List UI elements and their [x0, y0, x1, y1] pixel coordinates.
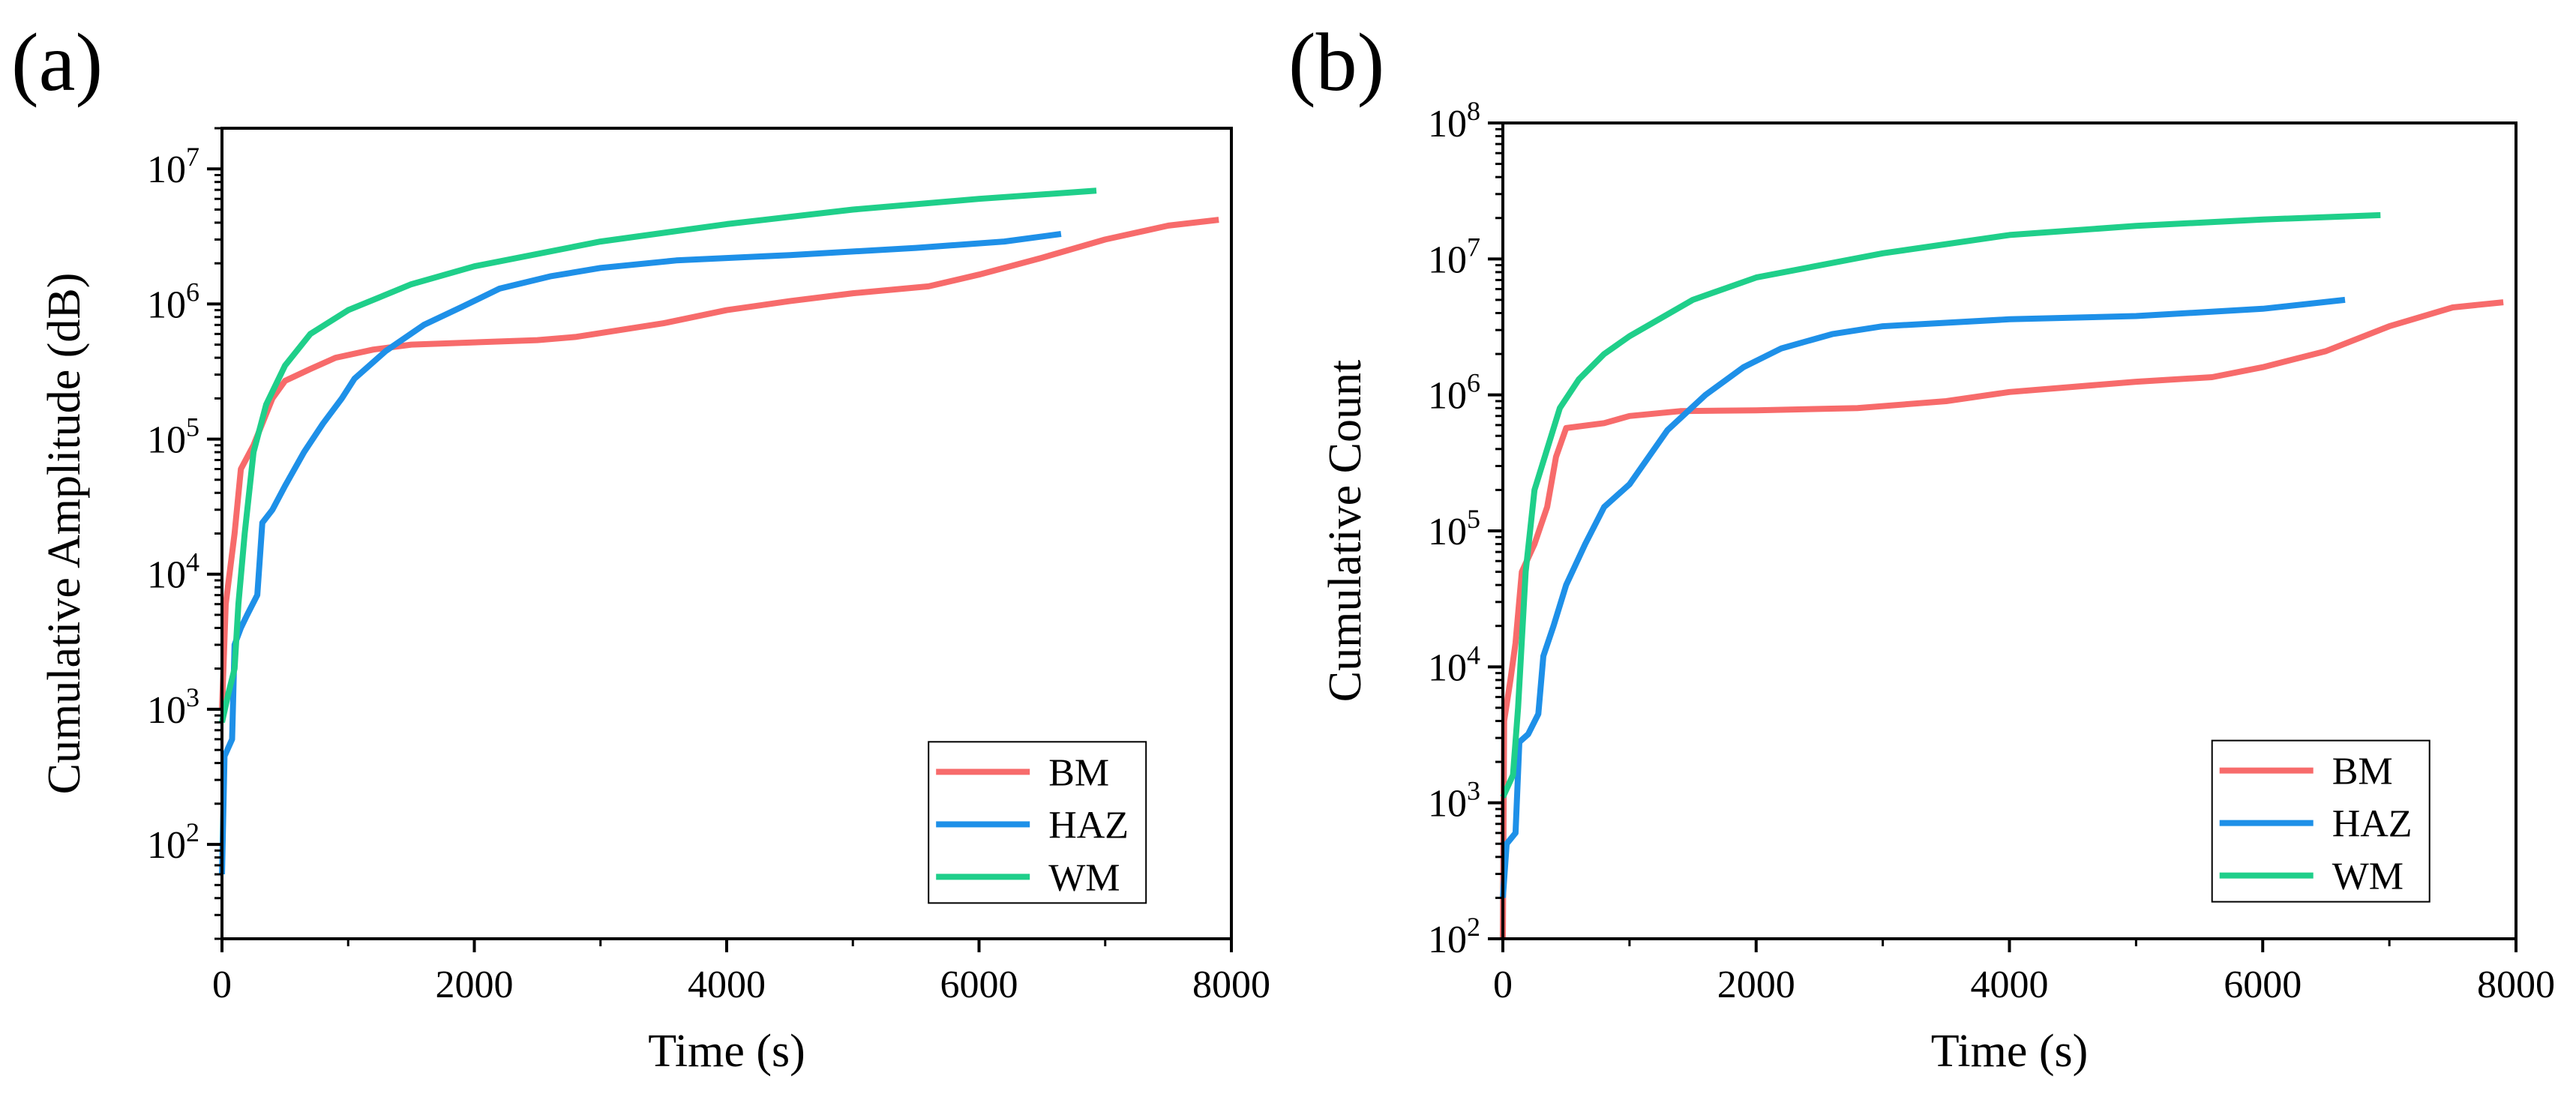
legend-label: BM	[1048, 751, 1109, 794]
y-tick-label: 105	[1428, 504, 1480, 553]
y-tick-label: 107	[147, 142, 199, 191]
series-line-haz	[219, 231, 1062, 875]
y-tick-label: 106	[147, 277, 199, 326]
x-tick-label: 2000	[1717, 964, 1795, 1006]
panel-a: (a) 0 2000 4000 6000 8000 102 103 104 105 106 107 Ti…	[11, 16, 1270, 1077]
series-line-wm	[1500, 211, 2381, 799]
series-line-bm	[219, 217, 1219, 710]
y-tick-label: 103	[1428, 776, 1480, 826]
x-tick-label: 6000	[940, 964, 1018, 1006]
y-tick-label: 102	[1428, 912, 1480, 961]
y-tick-label: 103	[147, 682, 199, 732]
legend-label: WM	[1048, 856, 1120, 899]
legend-label: BM	[2332, 751, 2393, 793]
x-tick-label: 0	[212, 964, 232, 1006]
series-line-haz	[1500, 296, 2346, 898]
x-axis-label: Time (s)	[1931, 1026, 2089, 1077]
x-tick-label: 4000	[1971, 964, 2049, 1006]
x-tick-label: 6000	[2224, 964, 2302, 1006]
y-tick-label: 108	[1428, 96, 1480, 145]
series-line-bm	[1500, 299, 2504, 940]
y-tick-label: 104	[147, 547, 199, 597]
y-axis-label: Cumulative Amplitude (dB)	[39, 273, 90, 795]
x-tick-label: 4000	[688, 964, 766, 1006]
y-tick-label: 107	[1428, 232, 1480, 281]
legend-label: WM	[2332, 856, 2404, 898]
legend: BM HAZ WM	[2211, 739, 2431, 903]
panel-b: (b) 0 2000 4000 6000 8000 102 103 104 105 106 107 10…	[1288, 16, 2555, 1077]
y-tick-label: 104	[1428, 640, 1480, 689]
y-tick-label: 105	[147, 412, 199, 462]
x-axis-label: Time (s)	[648, 1026, 805, 1077]
x-tick-label: 2000	[436, 964, 514, 1006]
series-line-wm	[219, 187, 1097, 724]
legend-label: HAZ	[1048, 804, 1129, 847]
panel-label: (a)	[11, 16, 103, 108]
y-tick-label: 106	[1428, 368, 1480, 418]
y-axis-label: Cumulative Count	[1320, 360, 1371, 702]
x-tick-label: 8000	[1192, 964, 1270, 1006]
x-tick-label: 8000	[2477, 964, 2555, 1006]
panel-label: (b)	[1288, 16, 1384, 108]
y-tick-label: 102	[147, 817, 199, 867]
legend-label: HAZ	[2332, 803, 2413, 846]
legend: BM HAZ WM	[928, 741, 1147, 904]
x-tick-label: 0	[1493, 964, 1513, 1006]
